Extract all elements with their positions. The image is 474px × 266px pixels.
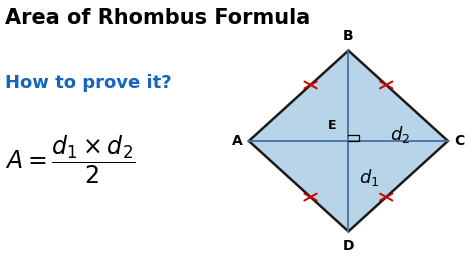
Text: Area of Rhombus Formula: Area of Rhombus Formula — [5, 8, 310, 28]
Text: How to prove it?: How to prove it? — [5, 74, 172, 93]
Text: B: B — [343, 29, 354, 43]
Polygon shape — [249, 51, 448, 231]
Text: E: E — [328, 119, 336, 131]
Text: A: A — [232, 134, 242, 148]
Text: $\mathbf{\mathit{d}}_2$: $\mathbf{\mathit{d}}_2$ — [390, 124, 410, 145]
Text: $\mathit{A} = \dfrac{\mathbf{\mathit{d}}_1 \times \mathbf{\mathit{d}}_2}{2}$: $\mathit{A} = \dfrac{\mathbf{\mathit{d}}… — [5, 133, 135, 186]
Text: C: C — [455, 134, 465, 148]
Text: D: D — [343, 239, 354, 253]
Text: $\mathbf{\mathit{d}}_1$: $\mathbf{\mathit{d}}_1$ — [359, 167, 380, 188]
